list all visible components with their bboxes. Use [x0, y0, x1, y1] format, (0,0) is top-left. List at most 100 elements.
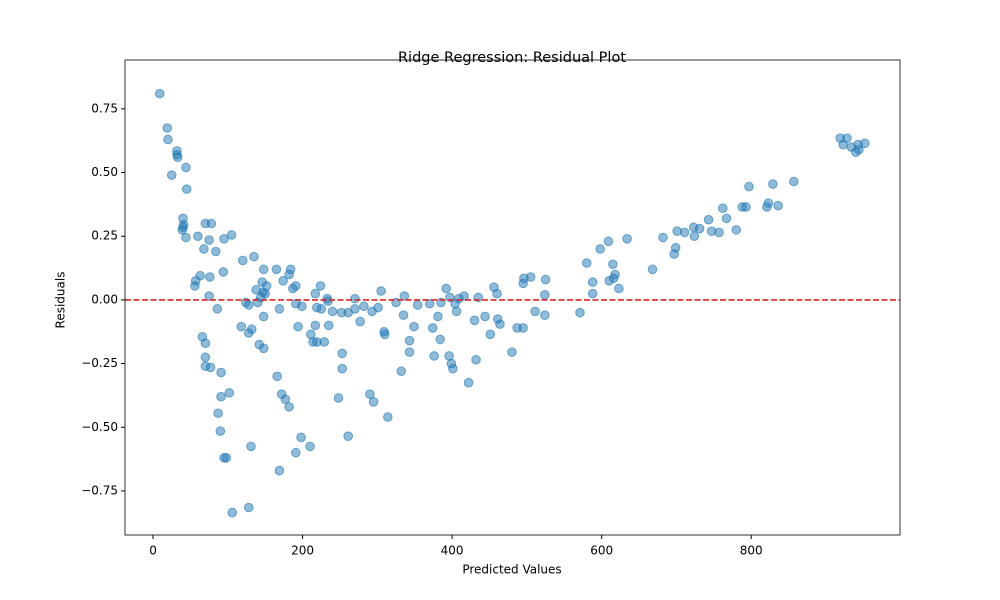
point [679, 227, 690, 238]
point [355, 316, 365, 327]
point [310, 320, 321, 331]
point [448, 363, 458, 374]
point [204, 291, 214, 301]
point [459, 291, 469, 301]
point [540, 290, 550, 300]
point [768, 179, 778, 189]
point [383, 412, 393, 422]
point [219, 233, 229, 244]
point [540, 310, 550, 321]
point [412, 300, 423, 310]
point [429, 351, 439, 361]
point [293, 321, 303, 332]
point [343, 431, 353, 441]
point [404, 347, 415, 357]
point [243, 502, 254, 513]
point [162, 123, 173, 133]
x-tick-label: 200 [291, 544, 314, 558]
point [291, 447, 301, 458]
point [495, 319, 505, 329]
point [398, 310, 409, 321]
point [350, 304, 360, 314]
point [789, 176, 799, 187]
point [689, 231, 700, 242]
point [703, 214, 714, 225]
point [216, 367, 226, 378]
point [181, 232, 191, 243]
point [200, 338, 211, 349]
point [587, 288, 598, 299]
point [274, 304, 285, 314]
y-axis-label: Residuals [54, 272, 68, 329]
point [714, 227, 724, 238]
point [218, 267, 229, 277]
point [278, 276, 288, 286]
point [860, 138, 870, 149]
point [744, 181, 754, 192]
point [199, 244, 209, 254]
point [647, 264, 658, 275]
point [337, 348, 348, 359]
point [216, 391, 226, 402]
y-tick-label: −0.25 [81, 356, 118, 370]
point [424, 298, 435, 309]
point [166, 170, 177, 180]
point [427, 323, 438, 333]
point [258, 343, 269, 354]
point [181, 162, 191, 173]
point [373, 302, 383, 313]
x-tick-label: 400 [441, 544, 464, 558]
point [206, 218, 217, 229]
point [333, 393, 344, 403]
point [530, 306, 540, 317]
point [246, 324, 257, 335]
x-axis-label: Predicted Values [462, 563, 561, 577]
point [285, 264, 296, 275]
point [224, 388, 235, 398]
y-tick-label: 0.25 [91, 229, 118, 243]
point [205, 362, 216, 373]
x-tick-label: 600 [590, 544, 613, 558]
point [258, 311, 269, 322]
y-tick-label: −0.50 [81, 420, 118, 434]
point [212, 304, 223, 314]
point [658, 232, 668, 243]
point [441, 283, 451, 294]
y-tick-label: 0.50 [91, 165, 118, 179]
y-tick-label: 0.00 [91, 292, 118, 306]
point [581, 258, 592, 268]
point [215, 426, 226, 436]
point [213, 408, 223, 419]
point [258, 264, 269, 275]
point [670, 242, 681, 253]
x-tick-label: 0 [149, 544, 157, 558]
point [763, 198, 774, 208]
point [409, 321, 419, 332]
point [608, 259, 618, 270]
point [492, 288, 502, 299]
point [227, 507, 238, 518]
point [291, 281, 301, 291]
point [603, 236, 614, 247]
point [310, 288, 321, 299]
point [181, 184, 192, 194]
point [236, 321, 247, 332]
point [172, 152, 183, 163]
point [622, 233, 632, 244]
point [575, 307, 585, 318]
point [163, 134, 173, 145]
point [246, 441, 256, 452]
point [350, 293, 360, 304]
point [741, 202, 751, 212]
point [280, 394, 291, 405]
point [731, 225, 742, 235]
point [211, 246, 221, 257]
point [480, 311, 490, 322]
point [694, 223, 705, 234]
point [773, 200, 783, 211]
chart-title: Ridge Regression: Residual Plot [398, 50, 626, 66]
point [205, 272, 215, 282]
point [376, 286, 386, 296]
point [717, 203, 728, 214]
